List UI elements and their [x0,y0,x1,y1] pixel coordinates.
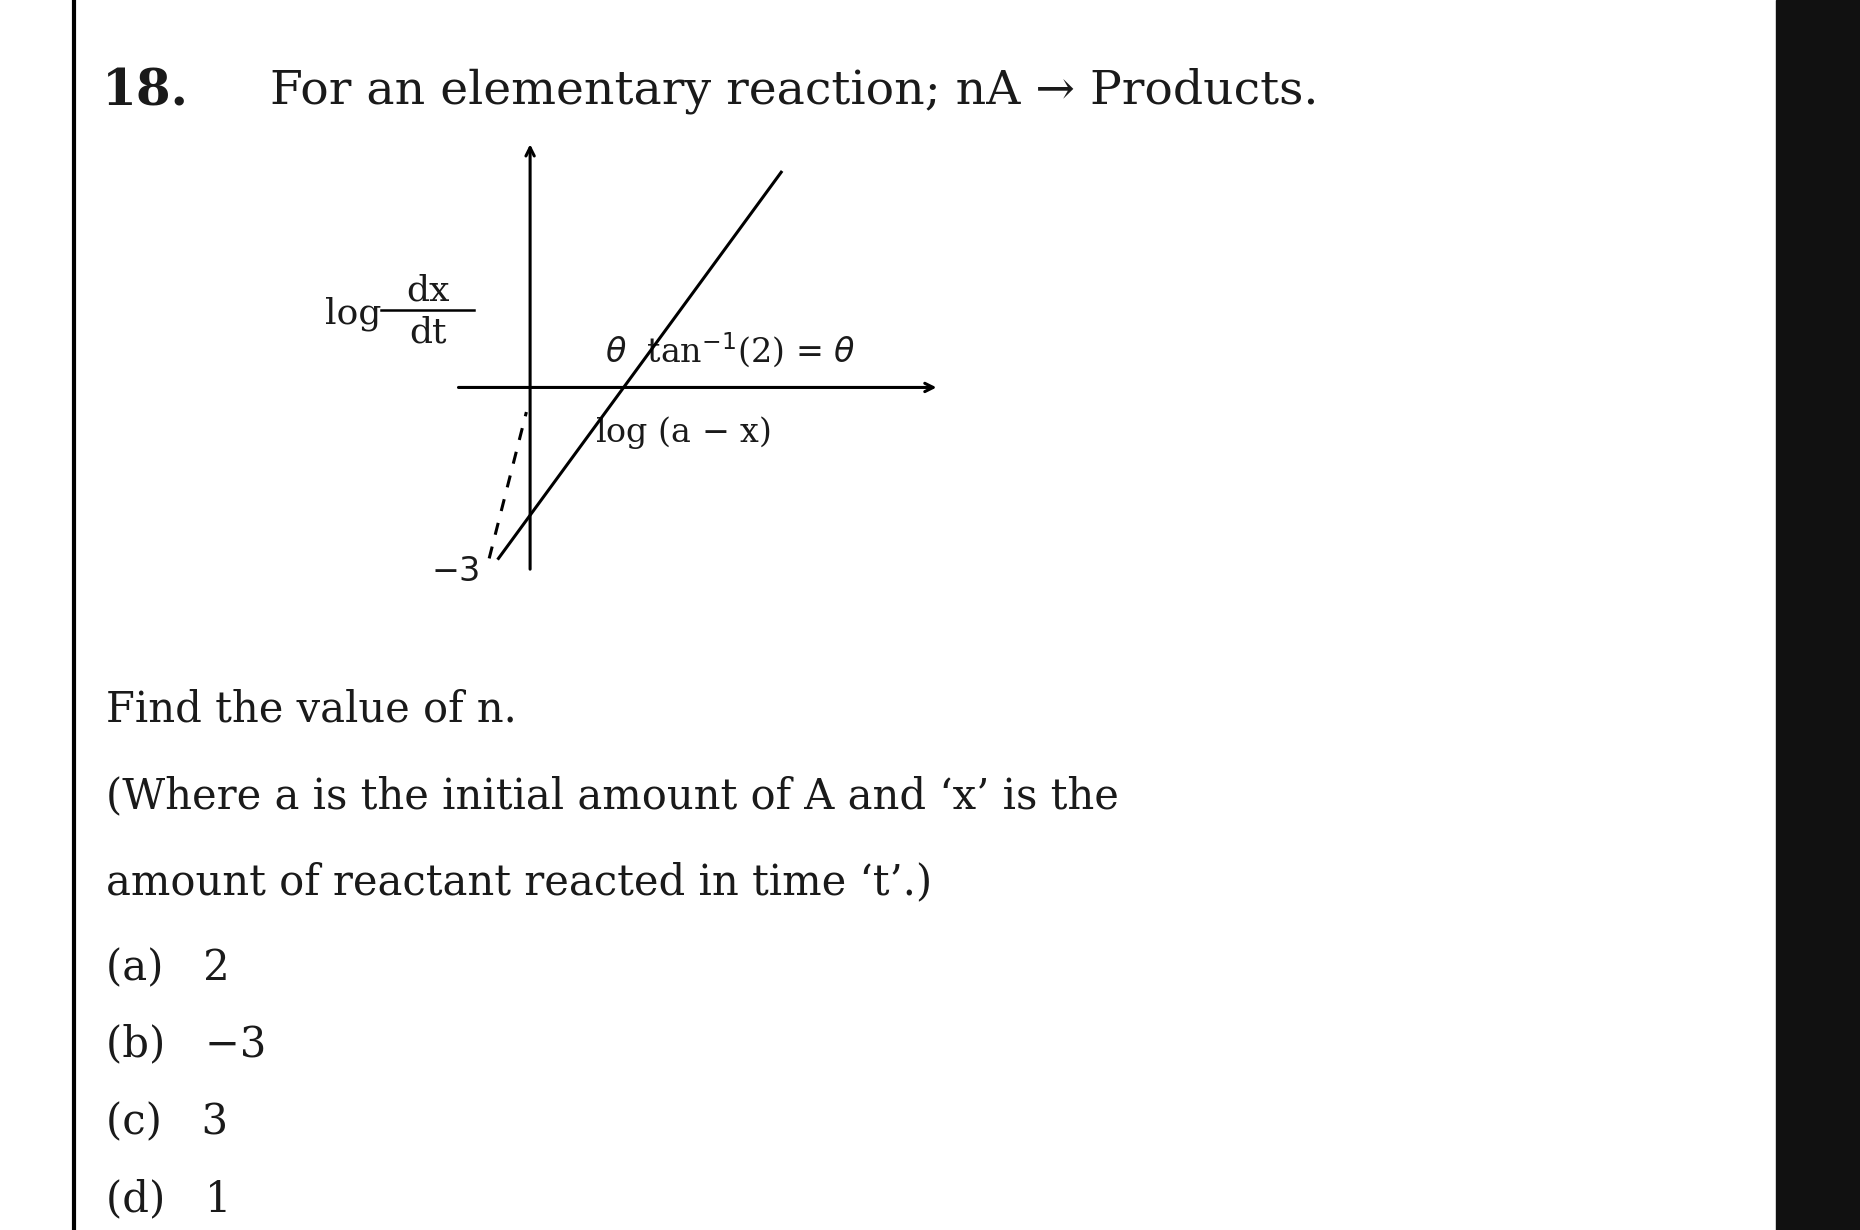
Text: (a)   2: (a) 2 [106,947,231,989]
Text: dt: dt [409,315,446,349]
Text: (b)   −3: (b) −3 [106,1023,266,1065]
Text: log (a $-$ x): log (a $-$ x) [595,415,772,451]
Text: $-3$: $-3$ [432,556,480,588]
Text: (c)   3: (c) 3 [106,1101,229,1143]
Text: (d)   1: (d) 1 [106,1178,231,1220]
Text: log: log [326,296,381,331]
Text: $\theta$  tan$^{-1}$(2) = $\theta$: $\theta$ tan$^{-1}$(2) = $\theta$ [604,331,856,370]
Text: Find the value of n.: Find the value of n. [106,689,517,731]
Text: dx: dx [405,273,450,308]
Text: (Where a is the initial amount of A and ‘x’ is the: (Where a is the initial amount of A and … [106,775,1120,817]
Text: 18.: 18. [102,68,190,117]
Bar [1776,0,1860,1230]
Text: amount of reactant reacted in time ‘t’.): amount of reactant reacted in time ‘t’.) [106,861,932,903]
Text: For an elementary reaction; nA → Products.: For an elementary reaction; nA → Product… [270,68,1319,114]
